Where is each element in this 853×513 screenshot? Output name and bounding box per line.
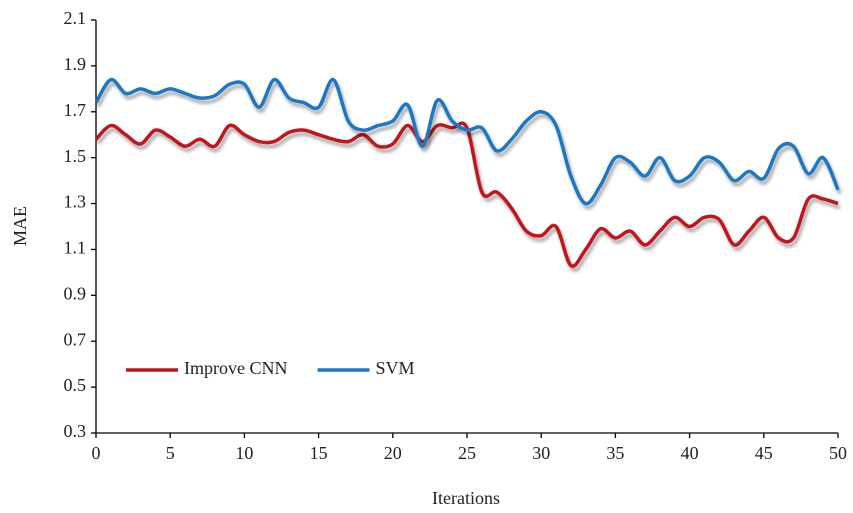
x-tick-label: 30	[532, 443, 550, 463]
x-tick-label: 15	[310, 443, 328, 463]
y-tick-label: 2.1	[64, 8, 87, 28]
y-tick-label: 1.1	[64, 238, 87, 258]
legend-label: SVM	[375, 358, 414, 378]
line	[94, 77, 840, 206]
x-tick-label: 25	[458, 443, 476, 463]
y-tick-label: 1.9	[64, 54, 87, 74]
x-tick-label: 5	[166, 443, 175, 463]
y-tick-label: 0.3	[64, 421, 87, 441]
legend-label: Improve CNN	[184, 358, 287, 378]
y-tick-label: 1.3	[64, 192, 87, 212]
y-tick-label: 0.9	[64, 283, 87, 303]
x-tick-label: 50	[829, 443, 847, 463]
x-tick-label: 40	[681, 443, 699, 463]
x-tick-label: 20	[384, 443, 402, 463]
y-axis-label: MAE	[10, 206, 30, 246]
x-tick-label: 0	[92, 443, 101, 463]
line	[94, 121, 839, 268]
y-tick-label: 0.5	[64, 375, 87, 395]
x-tick-label: 10	[235, 443, 253, 463]
x-axis-label: Iterations	[432, 488, 500, 508]
y-tick-label: 1.5	[64, 146, 87, 166]
x-tick-label: 45	[755, 443, 773, 463]
y-tick-label: 1.7	[64, 100, 87, 120]
y-tick-label: 0.7	[64, 329, 87, 349]
x-tick-label: 35	[606, 443, 624, 463]
